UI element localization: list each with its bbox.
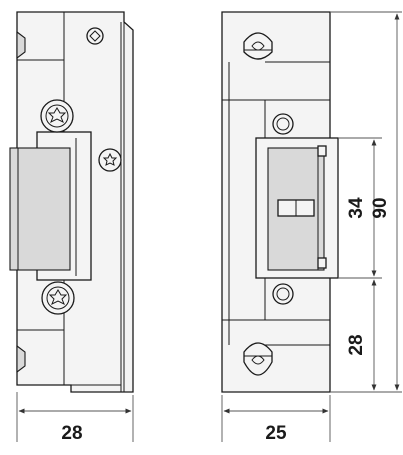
torx-screw-bottom-icon — [41, 281, 75, 315]
front-view — [9, 11, 134, 393]
torx-screw-small-icon — [98, 148, 122, 172]
side-latch-tab-top — [317, 145, 327, 157]
side-latch-tab-bottom — [317, 257, 327, 269]
front-notch-bottom — [16, 344, 26, 374]
dim-lower-offset-label: 28 — [346, 334, 367, 355]
front-notch-top — [16, 30, 26, 60]
dim-lower-offset: 28 — [346, 279, 377, 391]
side-view — [221, 11, 339, 393]
dim-total-height: 90 — [370, 13, 400, 391]
side-ring-bottom-icon — [272, 283, 294, 305]
dim-side-width: 25 — [223, 408, 329, 444]
side-pin-top-icon — [243, 32, 273, 60]
dim-side-width-label: 25 — [265, 423, 287, 444]
small-screw-icon — [86, 27, 104, 45]
torx-screw-icon — [40, 99, 74, 133]
dim-front-width-label: 28 — [61, 423, 82, 444]
dim-front-width: 28 — [18, 408, 132, 444]
front-latch — [9, 147, 71, 271]
side-ring-top-icon — [272, 113, 294, 135]
dim-latch-height-label: 34 — [346, 197, 367, 219]
dim-latch-height: 34 — [346, 139, 377, 277]
side-pin-bottom-icon — [243, 342, 273, 376]
extension-lines — [16, 11, 402, 442]
dim-total-height-label: 90 — [370, 197, 391, 218]
